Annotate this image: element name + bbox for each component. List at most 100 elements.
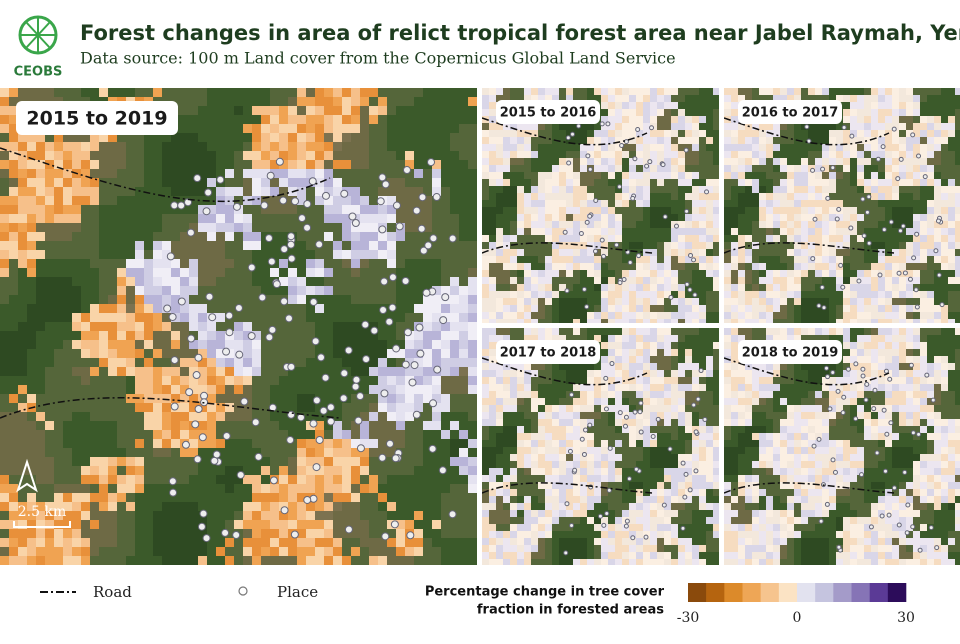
map-pixel [153,511,162,520]
map-pixel [685,249,692,256]
map-pixel [878,158,885,165]
map-pixel [643,235,650,242]
map-pixel [351,115,360,124]
map-pixel [780,193,787,200]
map-pixel [601,116,608,123]
map-pixel [117,448,126,457]
map-pixel [315,169,324,178]
map-pixel [955,207,960,214]
map-pixel [414,295,423,304]
map-pixel [45,394,54,403]
map-pixel [510,151,517,158]
map-pixel [99,511,108,520]
map-pixel [252,232,261,241]
map-pixel [378,295,387,304]
map-pixel [622,144,629,151]
map-pixel [306,214,315,223]
map-pixel [608,88,615,95]
map-pixel [871,193,878,200]
map-pixel [531,249,538,256]
map-pixel [36,178,45,187]
map-pixel [360,223,369,232]
map-pixel [207,151,216,160]
map-pixel [459,223,468,232]
place [351,382,360,391]
map-pixel [108,268,117,277]
map-pixel [99,223,108,232]
map-pixel [608,200,615,207]
map-pixel [342,286,351,295]
map-pixel [496,214,503,221]
map-pixel [629,298,636,305]
map-pixel [878,228,885,235]
map-pixel [752,186,759,193]
map-pixel [297,484,306,493]
map-pixel [288,556,297,565]
map-pixel [360,439,369,448]
map-pixel [36,511,45,520]
map-pixel [396,160,405,169]
map-pixel [378,88,387,97]
map-pixel [780,151,787,158]
place [340,189,349,198]
map-pixel [906,102,913,109]
place [222,432,231,441]
map-pixel [459,412,468,421]
map-pixel [601,151,608,158]
map-pixel [414,151,423,160]
map-pixel [482,137,489,144]
map-pixel [468,223,477,232]
map-pixel [955,144,960,151]
map-pixel [306,403,315,412]
map-pixel [864,165,871,172]
map-pixel [153,250,162,259]
map-pixel [927,214,934,221]
map-pixel [36,466,45,475]
map-pixel [369,259,378,268]
map-pixel [643,193,650,200]
map-pixel [573,270,580,277]
map-pixel [885,109,892,116]
map-pixel [566,95,573,102]
map-pixel [538,214,545,221]
map-pixel [517,305,524,312]
map-pixel [636,228,643,235]
map-pixel [396,313,405,322]
map-pixel [657,291,664,298]
map-pixel [324,367,333,376]
map-pixel [54,475,63,484]
map-pixel [54,268,63,277]
map-pixel [297,232,306,241]
map-pixel [489,256,496,263]
map-pixel [685,291,692,298]
map-pixel [580,123,587,130]
map-pixel [482,200,489,207]
map-pixel [99,322,108,331]
map-pixel [713,88,719,95]
place [392,201,401,210]
map-pixel [622,95,629,102]
map-pixel [81,556,90,565]
map-pixel [252,394,261,403]
map-pixel [629,130,636,137]
map-pixel [636,151,643,158]
map-pixel [517,298,524,305]
place [311,337,320,346]
map-pixel [63,286,72,295]
map-pixel [685,277,692,284]
map-pixel [615,312,622,319]
map-pixel [664,130,671,137]
map-pixel [252,142,261,151]
map-pixel [822,88,829,95]
map-pixel [615,116,622,123]
map-pixel [423,538,432,547]
map-pixel [342,142,351,151]
place [402,166,411,175]
map-pixel [198,115,207,124]
map-pixel [892,172,899,179]
map-pixel [135,214,144,223]
map-pixel [650,256,657,263]
map-pixel [27,304,36,313]
map-pixel [573,235,580,242]
map-pixel [225,439,234,448]
